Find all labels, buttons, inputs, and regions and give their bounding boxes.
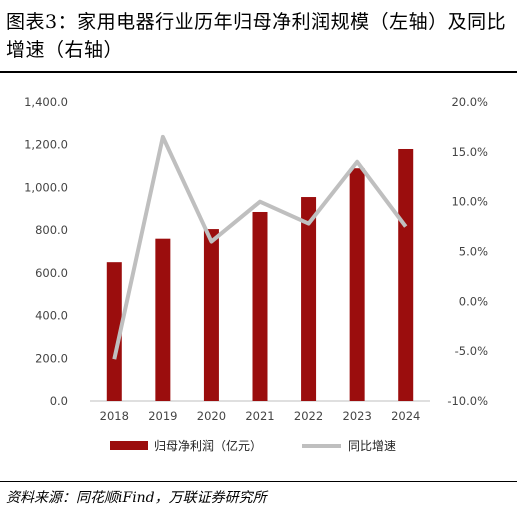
bar-2021 bbox=[252, 211, 268, 401]
left-tick-label: 1,400.0 bbox=[24, 95, 68, 109]
left-tick-label: 0.0 bbox=[50, 394, 68, 408]
growth-line-points bbox=[114, 136, 406, 360]
source-note: 资料来源：同花顺iFind，万联证券研究所 bbox=[6, 490, 267, 506]
legend-bar-label: 归母净利润（亿元） bbox=[154, 438, 262, 453]
legend-line-label: 同比增速 bbox=[348, 439, 396, 453]
bar-series bbox=[106, 148, 414, 401]
right-tick-label: 5.0% bbox=[459, 245, 488, 259]
left-tick-label: 600.0 bbox=[35, 266, 68, 280]
right-tick-label: 10.0% bbox=[451, 195, 488, 209]
chart-canvas: 0.0 200.0 400.0 600.0 800.0 1,000.0 1,200.0 1,4… bbox=[24, 95, 488, 453]
x-tick-label: 2021 bbox=[245, 409, 274, 423]
right-axis-ticks: -10.0% -5.0% 0.0% 5.0% 10.0% 15.0% 20.0% bbox=[447, 95, 488, 408]
legend: 归母净利润（亿元） 同比增速 bbox=[110, 438, 396, 453]
right-tick-label: 0.0% bbox=[459, 294, 488, 308]
x-tick-label: 2018 bbox=[100, 409, 129, 423]
bar-2020 bbox=[203, 229, 219, 401]
bar-2023 bbox=[349, 168, 365, 401]
bar-2018 bbox=[106, 262, 122, 401]
x-tick-label: 2020 bbox=[197, 409, 226, 423]
bar-2024 bbox=[398, 148, 414, 401]
left-axis-ticks: 0.0 200.0 400.0 600.0 800.0 1,000.0 1,200.0 1,4… bbox=[24, 95, 68, 408]
bar-2019 bbox=[155, 238, 171, 401]
left-tick-label: 1,200.0 bbox=[24, 138, 68, 152]
left-tick-label: 800.0 bbox=[35, 223, 68, 237]
x-tick-label: 2022 bbox=[294, 409, 323, 423]
left-tick-label: 200.0 bbox=[35, 351, 68, 365]
x-tick-label: 2023 bbox=[343, 409, 372, 423]
x-tick-label: 2024 bbox=[391, 409, 420, 423]
left-tick-label: 400.0 bbox=[35, 309, 68, 323]
right-tick-label: -5.0% bbox=[455, 344, 488, 358]
right-tick-label: 15.0% bbox=[451, 145, 488, 159]
x-axis-ticks: 2018 2019 2020 2021 2022 2023 2024 bbox=[100, 409, 421, 423]
chart-title: 图表3：家用电器行业历年归母净利润规模（左轴）及同比增速（右轴） bbox=[6, 11, 507, 61]
bar-2022 bbox=[301, 197, 317, 401]
right-tick-label: 20.0% bbox=[451, 95, 488, 109]
legend-bar-swatch bbox=[110, 441, 148, 450]
left-tick-label: 1,000.0 bbox=[24, 180, 68, 194]
x-tick-label: 2019 bbox=[148, 409, 177, 423]
right-tick-label: -10.0% bbox=[447, 394, 488, 408]
title-rule bbox=[0, 71, 517, 73]
footer-rule bbox=[0, 481, 517, 482]
